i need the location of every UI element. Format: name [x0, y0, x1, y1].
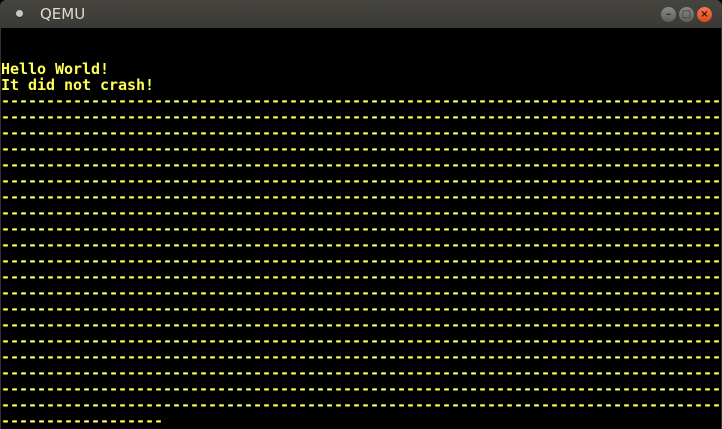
console-line — [1, 44, 721, 60]
console-line — [1, 28, 721, 44]
console-line: ----------------------------------------… — [1, 108, 722, 126]
minimize-button[interactable]: – — [661, 7, 676, 22]
console-line: ----------------------------------------… — [1, 236, 722, 254]
console-line: ----------------------------------------… — [1, 300, 722, 318]
console-line: Hello World! — [1, 60, 110, 78]
vm-display[interactable]: Hello World! It did not crash! -----------… — [0, 28, 722, 429]
console-line: ----------------------------------------… — [1, 364, 722, 382]
console-line: ----------------------------------------… — [1, 348, 722, 366]
console-line: ----------------------------------------… — [1, 252, 722, 270]
console-line: ----------------------------------------… — [1, 92, 722, 110]
console-line: ----------------------------------------… — [1, 380, 722, 398]
title-bar[interactable]: QEMU – □ × — [0, 0, 722, 28]
window-title: QEMU — [40, 5, 86, 23]
console-line: ----------------------------------------… — [1, 156, 722, 174]
console-line: ----------------------------------------… — [1, 140, 722, 158]
console-line: ----------------------------------------… — [1, 332, 722, 350]
console-line: ----------------------------------------… — [1, 204, 722, 222]
console-line: ----------------------------------------… — [1, 316, 722, 334]
console-line: ----------------------------------------… — [1, 220, 722, 238]
console-line: ----------------------------------------… — [1, 268, 722, 286]
console-line: ----------------------------------------… — [1, 284, 722, 302]
app-menu-icon[interactable] — [16, 10, 23, 17]
console-line: ----------------------------------------… — [1, 172, 722, 190]
console-line: ------------------ — [1, 412, 164, 429]
console-line: ----------------------------------------… — [1, 396, 722, 414]
console-line: It did not crash! — [1, 76, 155, 94]
console-line: ----------------------------------------… — [1, 188, 722, 206]
close-button[interactable]: × — [697, 7, 712, 22]
maximize-button[interactable]: □ — [679, 7, 694, 22]
console-line: ----------------------------------------… — [1, 124, 722, 142]
